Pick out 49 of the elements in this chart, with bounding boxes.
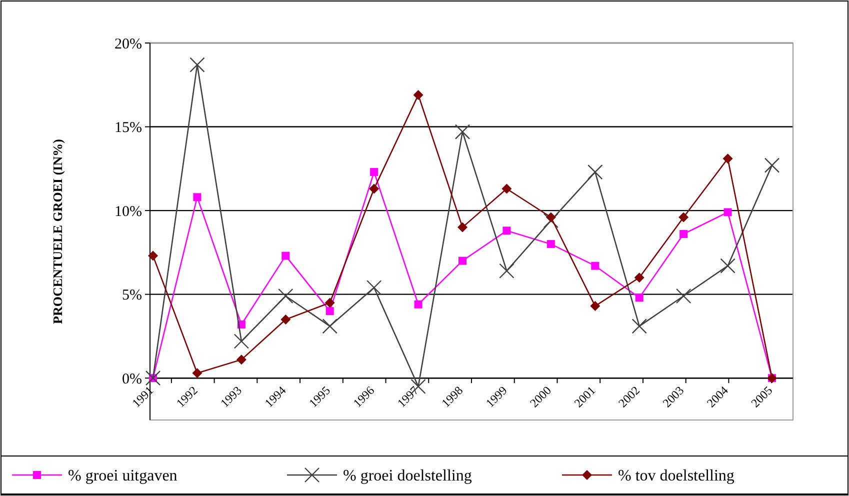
y-tick-label: 0% <box>122 371 142 388</box>
point <box>369 184 380 194</box>
y-tick-label: 5% <box>122 288 142 304</box>
point <box>148 250 158 261</box>
point <box>722 154 733 164</box>
point <box>322 318 338 334</box>
x-tick-label: 1999 <box>482 383 510 410</box>
point <box>190 57 205 72</box>
point <box>676 288 692 304</box>
point <box>192 368 202 378</box>
point <box>366 280 382 296</box>
point <box>588 164 603 180</box>
y-axis-title: PROCENTUELE GROEI (IN%) <box>50 139 65 324</box>
point <box>502 184 512 194</box>
point <box>458 222 468 232</box>
point <box>499 263 514 278</box>
point <box>590 301 600 312</box>
point <box>454 124 470 140</box>
point <box>236 354 246 365</box>
point <box>546 212 556 222</box>
y-tick-label: 10% <box>114 204 142 220</box>
point <box>370 168 378 176</box>
point <box>680 230 688 238</box>
point <box>326 307 334 316</box>
point <box>193 193 202 202</box>
point <box>546 240 555 248</box>
legend-label: % tov doelstelling <box>618 468 734 485</box>
point <box>414 300 422 308</box>
point <box>678 212 689 222</box>
legend-label: % groei doelstelling <box>343 468 472 485</box>
point <box>282 252 290 260</box>
y-tick-label: 15% <box>114 120 142 136</box>
point <box>634 272 644 283</box>
point <box>280 314 291 324</box>
point <box>724 208 732 216</box>
point <box>278 288 294 304</box>
point <box>635 294 644 302</box>
point <box>145 370 161 386</box>
point <box>764 158 780 173</box>
point <box>720 258 736 274</box>
point <box>591 262 600 270</box>
y-tick-label: 20% <box>114 36 142 52</box>
point <box>324 298 335 308</box>
point <box>458 256 466 265</box>
legend-label: % groei uitgaven <box>68 468 178 485</box>
point <box>234 334 250 349</box>
point <box>413 90 424 100</box>
point <box>632 318 647 334</box>
point <box>502 226 511 235</box>
